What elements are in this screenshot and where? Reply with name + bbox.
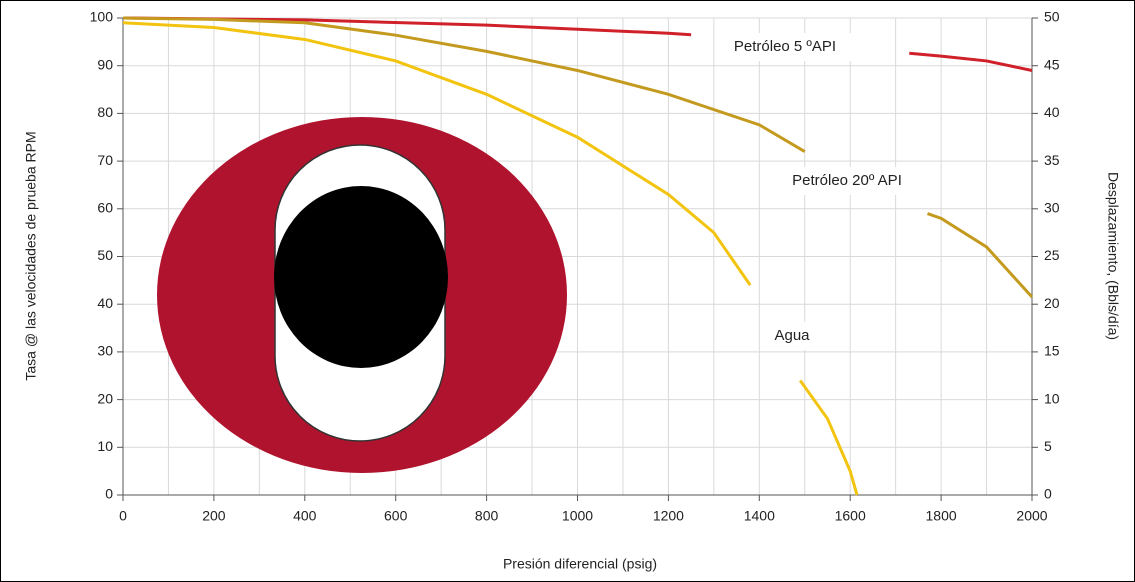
y2-tick-label: 25 [1044, 247, 1060, 263]
x-tick-label: 1000 [562, 508, 593, 524]
y2-tick-label: 5 [1044, 438, 1052, 454]
y-tick-label: 50 [97, 247, 113, 263]
y-tick-label: 40 [97, 295, 113, 311]
y-tick-label: 100 [90, 9, 114, 25]
y2-tick-label: 0 [1044, 486, 1052, 502]
series-label: Petróleo 20º API [792, 172, 902, 189]
y-tick-label: 80 [97, 104, 113, 120]
y-tick-label: 30 [97, 343, 113, 359]
logo [157, 117, 567, 473]
x-tick-label: 0 [119, 508, 127, 524]
y2-tick-label: 15 [1044, 343, 1060, 359]
x-tick-label: 2000 [1016, 508, 1047, 524]
x-tick-label: 1600 [835, 508, 866, 524]
x-tick-label: 1400 [744, 508, 775, 524]
y-tick-label: 0 [105, 486, 113, 502]
logo-rotor [274, 186, 448, 368]
y-tick-label: 70 [97, 152, 113, 168]
y2-tick-label: 20 [1044, 295, 1060, 311]
y-tick-label: 90 [97, 56, 113, 72]
series-label: Agua [774, 327, 810, 344]
x-tick-label: 1800 [926, 508, 957, 524]
y-axis-label: Tasa @ las velocidades de prueba RPM [23, 131, 39, 380]
y2-tick-label: 40 [1044, 104, 1060, 120]
y2-tick-label: 35 [1044, 152, 1060, 168]
x-tick-label: 200 [202, 508, 226, 524]
x-tick-label: 1200 [653, 508, 684, 524]
y2-axis-label: Desplazamiento, (Bbls/día) [1105, 172, 1121, 340]
y2-tick-label: 50 [1044, 9, 1060, 25]
y-tick-label: 20 [97, 390, 113, 406]
x-axis-label: Presión diferencial (psig) [503, 556, 657, 572]
x-tick-label: 600 [384, 508, 408, 524]
x-tick-label: 400 [293, 508, 317, 524]
y-tick-label: 60 [97, 200, 113, 216]
y2-tick-label: 45 [1044, 56, 1060, 72]
series-label: Petróleo 5 ºAPI [734, 38, 836, 55]
y2-tick-label: 30 [1044, 200, 1060, 216]
chart: Presión diferencial (psig) Tasa @ las ve… [0, 0, 1135, 582]
x-tick-label: 800 [475, 508, 499, 524]
y-tick-label: 10 [97, 438, 113, 454]
y2-tick-label: 10 [1044, 390, 1060, 406]
